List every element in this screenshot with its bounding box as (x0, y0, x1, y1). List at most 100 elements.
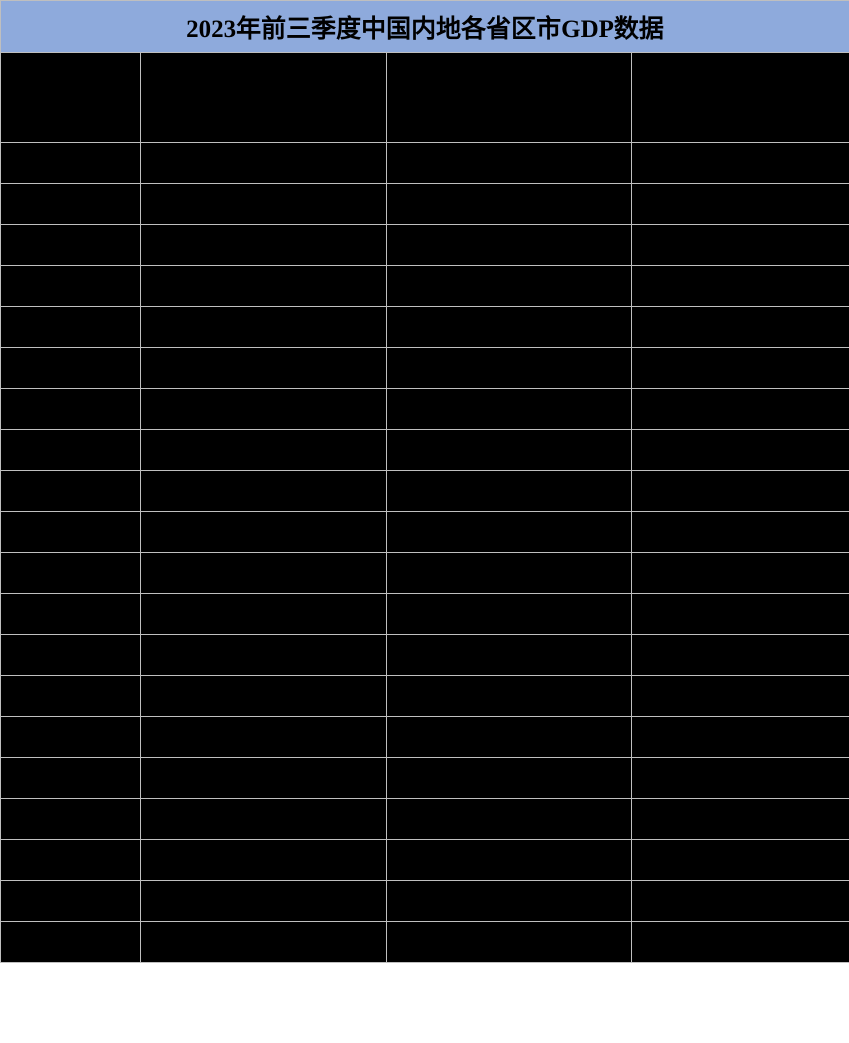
table-row (1, 922, 849, 963)
data-cell (632, 430, 849, 471)
table-row (1, 225, 849, 266)
data-cell (387, 758, 632, 799)
data-cell (1, 307, 141, 348)
table-row (1, 266, 849, 307)
gdp-table: 2023年前三季度中国内地各省区市GDP数据 (0, 0, 849, 963)
table-row (1, 143, 849, 184)
table-header-row (1, 53, 849, 143)
data-cell (141, 225, 387, 266)
data-cell (141, 553, 387, 594)
data-cell (141, 143, 387, 184)
data-cell (1, 922, 141, 963)
data-cell (632, 758, 849, 799)
data-cell (1, 184, 141, 225)
table-row (1, 553, 849, 594)
data-cell (141, 471, 387, 512)
data-cell (1, 758, 141, 799)
data-cell (1, 881, 141, 922)
data-cell (387, 471, 632, 512)
data-cell (387, 676, 632, 717)
data-cell (387, 553, 632, 594)
data-cell (387, 348, 632, 389)
data-cell (632, 881, 849, 922)
table-row (1, 840, 849, 881)
header-cell (1, 53, 141, 143)
data-cell (632, 717, 849, 758)
data-cell (1, 389, 141, 430)
data-cell (141, 840, 387, 881)
data-cell (632, 922, 849, 963)
gdp-table-body: 2023年前三季度中国内地各省区市GDP数据 (1, 1, 849, 963)
table-row (1, 389, 849, 430)
data-cell (632, 676, 849, 717)
data-cell (387, 840, 632, 881)
table-title-cell: 2023年前三季度中国内地各省区市GDP数据 (1, 1, 849, 53)
table-row (1, 348, 849, 389)
data-cell (387, 307, 632, 348)
data-cell (1, 553, 141, 594)
data-cell (632, 799, 849, 840)
data-cell (387, 799, 632, 840)
data-cell (1, 266, 141, 307)
data-cell (387, 225, 632, 266)
data-cell (141, 307, 387, 348)
data-cell (632, 143, 849, 184)
table-row (1, 594, 849, 635)
data-cell (1, 471, 141, 512)
data-cell (632, 184, 849, 225)
data-cell (1, 594, 141, 635)
table-row (1, 430, 849, 471)
data-cell (1, 430, 141, 471)
header-cell (141, 53, 387, 143)
data-cell (1, 512, 141, 553)
data-cell (387, 184, 632, 225)
data-cell (1, 840, 141, 881)
data-cell (632, 266, 849, 307)
data-cell (1, 143, 141, 184)
table-row (1, 881, 849, 922)
table-row (1, 758, 849, 799)
table-row (1, 184, 849, 225)
data-cell (387, 922, 632, 963)
table-row (1, 635, 849, 676)
data-cell (141, 430, 387, 471)
data-cell (141, 266, 387, 307)
data-cell (632, 471, 849, 512)
table-title-row: 2023年前三季度中国内地各省区市GDP数据 (1, 1, 849, 53)
data-cell (141, 758, 387, 799)
data-cell (632, 594, 849, 635)
header-cell (632, 53, 849, 143)
data-cell (1, 348, 141, 389)
table-row (1, 471, 849, 512)
table-row (1, 799, 849, 840)
data-cell (141, 717, 387, 758)
gdp-table-container: 2023年前三季度中国内地各省区市GDP数据 (0, 0, 849, 963)
data-cell (387, 143, 632, 184)
table-row (1, 512, 849, 553)
data-cell (141, 594, 387, 635)
data-cell (632, 307, 849, 348)
data-cell (387, 430, 632, 471)
data-cell (632, 225, 849, 266)
data-cell (1, 799, 141, 840)
data-cell (387, 635, 632, 676)
data-cell (387, 266, 632, 307)
data-cell (141, 635, 387, 676)
data-cell (632, 635, 849, 676)
data-cell (141, 348, 387, 389)
data-cell (1, 635, 141, 676)
data-cell (1, 225, 141, 266)
data-cell (141, 184, 387, 225)
data-cell (141, 389, 387, 430)
data-cell (387, 512, 632, 553)
table-row (1, 717, 849, 758)
data-cell (632, 840, 849, 881)
data-cell (632, 512, 849, 553)
data-cell (387, 717, 632, 758)
data-cell (1, 676, 141, 717)
data-cell (632, 553, 849, 594)
data-cell (387, 881, 632, 922)
data-cell (632, 389, 849, 430)
table-row (1, 307, 849, 348)
data-cell (632, 348, 849, 389)
